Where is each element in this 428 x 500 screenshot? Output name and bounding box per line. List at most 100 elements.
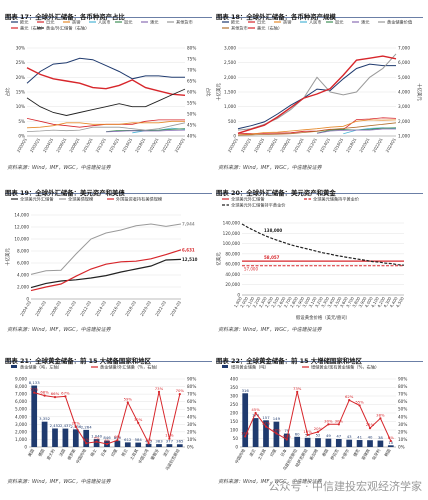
x-tick-label: 菲律宾 bbox=[360, 448, 371, 461]
legend-label: 加元 bbox=[335, 19, 343, 26]
x-tick-label: 1,900 bbox=[233, 296, 243, 309]
x-tick-label: 2014-03 bbox=[94, 300, 107, 317]
y-tick-label: 30% bbox=[16, 46, 25, 51]
panel-5: 图表 21：全球黄金储备：前 15 大储备国家和地区 黄金储备（吨，左轴） 黄金储… bbox=[5, 348, 212, 498]
legend-label: 外国投资者持有美债规模 bbox=[116, 196, 163, 203]
bar bbox=[135, 442, 142, 447]
y-tick-label: 0% bbox=[18, 134, 25, 139]
line-data-label: 18% bbox=[272, 427, 281, 432]
legend-label: 人民币 bbox=[98, 19, 111, 26]
figure-label: 图表 17： bbox=[5, 13, 36, 21]
series-line bbox=[30, 258, 182, 289]
y-tick-label: 100,000 bbox=[223, 241, 241, 246]
y-tick-label: 120,000 bbox=[223, 231, 241, 236]
x-tick-label: 2024Q1 bbox=[174, 137, 186, 154]
series-end-label: 6,631 bbox=[182, 247, 195, 252]
y-tick-label: 50 bbox=[233, 436, 239, 441]
line-data-label: 67% bbox=[61, 390, 70, 395]
annotation-label: 138,000 bbox=[264, 228, 282, 233]
y2-tick-label: 60% bbox=[398, 399, 407, 404]
x-tick-label: 2,100 bbox=[245, 296, 255, 309]
y-tick-label: 80,000 bbox=[225, 251, 240, 256]
series-end-label: 12,510 bbox=[182, 257, 198, 262]
chart-6: 增持黄金储备（吨） 增储黄金/现有黄金储备（%，右轴） 0 50 100 150 200 25… bbox=[222, 364, 407, 471]
bar bbox=[83, 429, 90, 447]
figure-title: 全球黄金储备：前 15 大增储国家和地区 bbox=[246, 357, 362, 365]
x-tick-label: 日本 bbox=[278, 448, 287, 458]
x-tick-label: 2004Q1 bbox=[253, 137, 265, 154]
x-tick-label: 2,900 bbox=[295, 296, 305, 309]
figure-title: 全球外汇储备：各币种资产规模 bbox=[246, 13, 336, 21]
bar-data-label: 149 bbox=[273, 416, 281, 421]
bar bbox=[367, 440, 373, 447]
x-tick-label: 2010Q1 bbox=[81, 137, 93, 154]
x-tick-label: 2022Q1 bbox=[160, 137, 172, 154]
y-tick-label: 14,000 bbox=[14, 213, 29, 218]
x-tick-label: 2000Q1 bbox=[16, 137, 28, 154]
y-tick-label: 10,000 bbox=[14, 237, 29, 242]
y-tick-label: 3,000 bbox=[15, 422, 27, 427]
bar bbox=[52, 428, 58, 447]
x-tick-label: 法国 bbox=[57, 448, 66, 458]
legend-label: 澳元 bbox=[361, 19, 369, 26]
y-tick-label: 100 bbox=[230, 428, 238, 433]
series-line bbox=[237, 53, 397, 131]
y-tick-label: 9,000 bbox=[15, 377, 27, 382]
bar-data-label: 584 bbox=[135, 437, 143, 442]
chart-5: 黄金储备（吨，左轴） 黄金储备/外汇储备（%，右轴） 0 1,000 2,000 3,00… bbox=[11, 364, 196, 471]
bar bbox=[356, 440, 363, 447]
legend-label: 欧元 bbox=[231, 19, 239, 26]
series-end-label: 7,944 bbox=[182, 222, 195, 227]
x-tick-label: 卡塔尔 bbox=[339, 448, 350, 461]
x-tick-label: 德国 bbox=[36, 448, 45, 458]
y2-tick-label: 45% bbox=[187, 123, 196, 128]
y-tick-label: 6,000 bbox=[15, 399, 27, 404]
x-tick-label: 荷兰 bbox=[119, 448, 128, 458]
line-data-label: 32% bbox=[134, 417, 143, 422]
y2-tick-label: 60% bbox=[187, 90, 196, 95]
x-tick-label: 2014Q1 bbox=[319, 137, 331, 154]
x-tick-label: 2010Q1 bbox=[292, 137, 304, 154]
y2-tick-label: 50% bbox=[187, 112, 196, 117]
figure-title: 全球外汇储备：美元资产和美债 bbox=[35, 189, 125, 197]
line-data-label: 20% bbox=[314, 426, 323, 431]
y-tick-label: 12,000 bbox=[14, 225, 29, 230]
x-tick-label: 4,500 bbox=[395, 296, 405, 309]
y2-tick-label: 70% bbox=[187, 68, 196, 73]
line-data-label: 11% bbox=[165, 433, 174, 438]
y-tick-label: 0 bbox=[26, 297, 29, 302]
x-tick-label: 2002Q1 bbox=[240, 137, 252, 154]
x-tick-label: 3,500 bbox=[333, 296, 343, 309]
bar-data-label: 43 bbox=[347, 434, 352, 439]
y-tick-label: 4,000 bbox=[15, 414, 27, 419]
line-data-label: 72% bbox=[30, 387, 39, 392]
x-tick-label: 2,800 bbox=[289, 296, 299, 309]
y-tick-label: 20% bbox=[16, 75, 25, 80]
x-tick-label: 3,200 bbox=[314, 296, 324, 309]
bar-data-label: 40 bbox=[368, 435, 373, 440]
series-line bbox=[30, 249, 182, 292]
series-line bbox=[244, 391, 392, 442]
y2-tick-label: 20% bbox=[398, 429, 407, 434]
legend-label: 增持黄金储备（吨） bbox=[231, 364, 269, 371]
x-tick-label: 2008-03 bbox=[49, 300, 62, 317]
y-tick-label: 20,000 bbox=[225, 282, 240, 287]
legend-label: 黄金储备价值 bbox=[387, 19, 412, 26]
legend-label: 其他货币 bbox=[231, 25, 248, 32]
y-tick-label: 10% bbox=[16, 104, 25, 109]
y2-tick-label: 55% bbox=[187, 101, 196, 106]
bar bbox=[315, 438, 321, 447]
series-line bbox=[316, 128, 396, 134]
y2-tick-label: 6,000 bbox=[398, 60, 410, 65]
x-tick-label: 2,700 bbox=[283, 296, 293, 309]
line-data-label: 8% bbox=[388, 435, 394, 440]
x-tick-label: 4,300 bbox=[382, 296, 392, 309]
line-data-label: 14% bbox=[241, 430, 250, 435]
x-tick-label: 2002Q1 bbox=[29, 137, 41, 154]
x-tick-label: 伊拉克 bbox=[328, 448, 339, 461]
x-tick-label: 中国内地 bbox=[233, 448, 246, 465]
y-tick-label: 8,000 bbox=[15, 384, 27, 389]
line-data-label: 5% bbox=[146, 437, 152, 442]
x-tick-label: 瑞士 bbox=[88, 448, 97, 458]
x-tick-label: 2018-03 bbox=[124, 300, 137, 317]
